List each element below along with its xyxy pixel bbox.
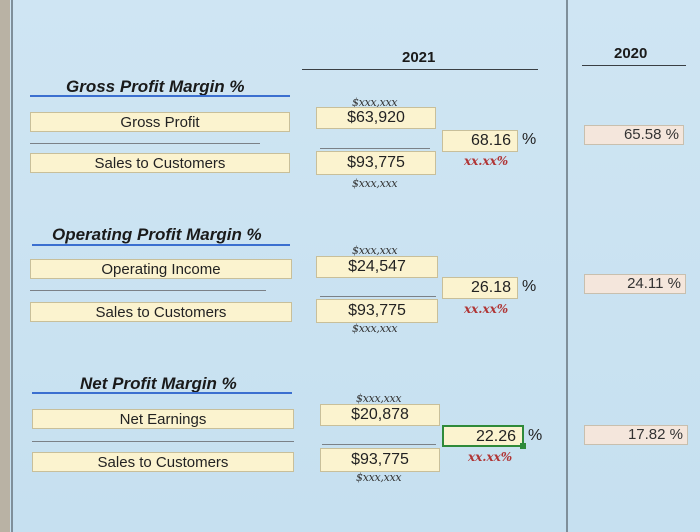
input-sales-to-customers[interactable]: $93,775 bbox=[316, 151, 436, 175]
percent-sign: % bbox=[528, 427, 543, 444]
fraction-line bbox=[322, 444, 436, 445]
input-gross-margin-pct[interactable]: 68.16 bbox=[442, 130, 518, 152]
label-operating-income[interactable]: Operating Income bbox=[30, 259, 292, 279]
divider-line bbox=[30, 290, 266, 291]
input-gross-profit[interactable]: $63,920 bbox=[316, 107, 436, 129]
percent-format-hint: xx.xx% bbox=[468, 450, 513, 464]
fraction-line bbox=[320, 296, 436, 297]
prior-gross-margin-pct: 65.58 % bbox=[584, 125, 684, 145]
divider-line bbox=[30, 143, 260, 144]
percent-sign: % bbox=[522, 131, 537, 148]
currency-format-hint: $xxx,xxx bbox=[356, 471, 402, 484]
sheet-edge bbox=[0, 0, 10, 532]
label-sales-to-customers[interactable]: Sales to Customers bbox=[32, 452, 294, 472]
section-title-gross-profit-margin: Gross Profit Margin % bbox=[66, 77, 245, 96]
input-sales-to-customers[interactable]: $93,775 bbox=[320, 448, 440, 472]
label-net-earnings[interactable]: Net Earnings bbox=[32, 409, 294, 429]
input-operating-income[interactable]: $24,547 bbox=[316, 256, 438, 278]
label-sales-to-customers[interactable]: Sales to Customers bbox=[30, 302, 292, 322]
label-sales-to-customers[interactable]: Sales to Customers bbox=[30, 153, 290, 173]
section-underline bbox=[30, 95, 290, 97]
column-divider bbox=[566, 0, 568, 532]
currency-format-hint: $xxx,xxx bbox=[352, 96, 398, 109]
percent-format-hint: xx.xx% bbox=[464, 302, 509, 316]
section-underline bbox=[32, 244, 290, 246]
currency-format-hint: $xxx,xxx bbox=[356, 392, 402, 405]
prior-net-margin-pct: 17.82 % bbox=[584, 425, 688, 445]
currency-format-hint: $xxx,xxx bbox=[352, 322, 398, 335]
year-underline bbox=[302, 69, 538, 70]
input-net-earnings[interactable]: $20,878 bbox=[320, 404, 440, 426]
year-header-2021: 2021 bbox=[402, 49, 436, 66]
year-header-2020: 2020 bbox=[614, 45, 648, 62]
currency-format-hint: $xxx,xxx bbox=[352, 244, 398, 257]
section-underline bbox=[32, 392, 292, 394]
input-sales-to-customers[interactable]: $93,775 bbox=[316, 299, 438, 323]
input-net-margin-pct[interactable]: 22.26 bbox=[442, 425, 526, 449]
year-underline bbox=[582, 65, 686, 66]
prior-operating-margin-pct: 24.11 % bbox=[584, 274, 686, 294]
input-operating-margin-pct[interactable]: 26.18 bbox=[442, 277, 518, 299]
fraction-line bbox=[320, 148, 430, 149]
column-divider bbox=[11, 0, 13, 532]
section-title-net-profit-margin: Net Profit Margin % bbox=[80, 374, 237, 393]
percent-format-hint: xx.xx% bbox=[464, 154, 509, 168]
label-gross-profit[interactable]: Gross Profit bbox=[30, 112, 290, 132]
percent-sign: % bbox=[522, 278, 537, 295]
section-title-operating-profit-margin: Operating Profit Margin % bbox=[52, 225, 262, 244]
divider-line bbox=[32, 441, 294, 442]
currency-format-hint: $xxx,xxx bbox=[352, 177, 398, 190]
